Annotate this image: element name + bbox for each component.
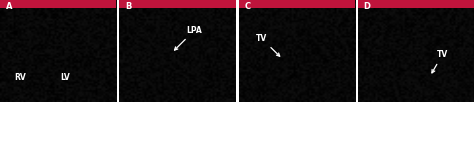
Text: Fig. 2. MRI demonstrated a dilated common arterial trunk with the left and right: Fig. 2. MRI demonstrated a dilated commo… [4, 104, 454, 115]
Bar [0, 0, 116, 8]
Bar [358, 0, 474, 8]
Bar [119, 0, 236, 8]
Text: D: D [364, 1, 371, 11]
Text: LPA: LPA [174, 26, 202, 50]
Text: B: B [125, 1, 131, 11]
Text: TV: TV [432, 50, 448, 73]
Text: TV: TV [256, 34, 280, 56]
Text: RV: RV [14, 73, 26, 82]
Text: A: A [6, 1, 12, 11]
Bar [238, 0, 355, 8]
Text: C: C [244, 1, 250, 11]
Text: LV: LV [61, 73, 70, 82]
